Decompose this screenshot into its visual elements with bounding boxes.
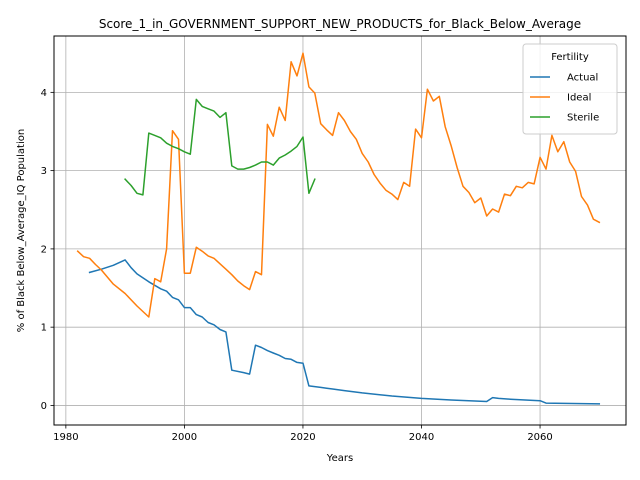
y-tick-label: 3	[41, 166, 47, 177]
axis-ticks: 1980 2000 2020 2040 2060 0 1 2 3 4	[41, 88, 553, 443]
legend-box	[522, 43, 618, 135]
y-tick-label: 2	[41, 244, 47, 255]
y-axis-label: % of Black Below_Average_IQ Population	[16, 129, 27, 332]
series-line-actual	[88, 259, 601, 405]
y-tick-label: 4	[41, 88, 47, 99]
legend-title: Fertility	[551, 52, 589, 63]
series-lines	[76, 52, 601, 405]
y-tick-label: 0	[41, 401, 47, 412]
x-tick-label: 2040	[409, 432, 434, 443]
legend-label-actual: Actual	[567, 73, 598, 84]
plot-frame	[53, 35, 627, 426]
x-tick-label: 1980	[53, 432, 78, 443]
legend-label-ideal: Ideal	[567, 93, 591, 104]
series-line-sterile	[124, 98, 316, 196]
x-axis-label: Years	[326, 453, 353, 464]
x-tick-label: 2060	[527, 432, 552, 443]
x-tick-label: 2000	[172, 432, 197, 443]
legend-label-sterile: Sterile	[567, 113, 599, 124]
y-tick-label: 1	[41, 323, 47, 334]
series-line-ideal	[76, 52, 601, 318]
chart-title: Score_1_in_GOVERNMENT_SUPPORT_NEW_PRODUC…	[99, 17, 581, 31]
x-tick-label: 2020	[290, 432, 315, 443]
legend: Fertility Actual Ideal Sterile	[522, 43, 618, 135]
